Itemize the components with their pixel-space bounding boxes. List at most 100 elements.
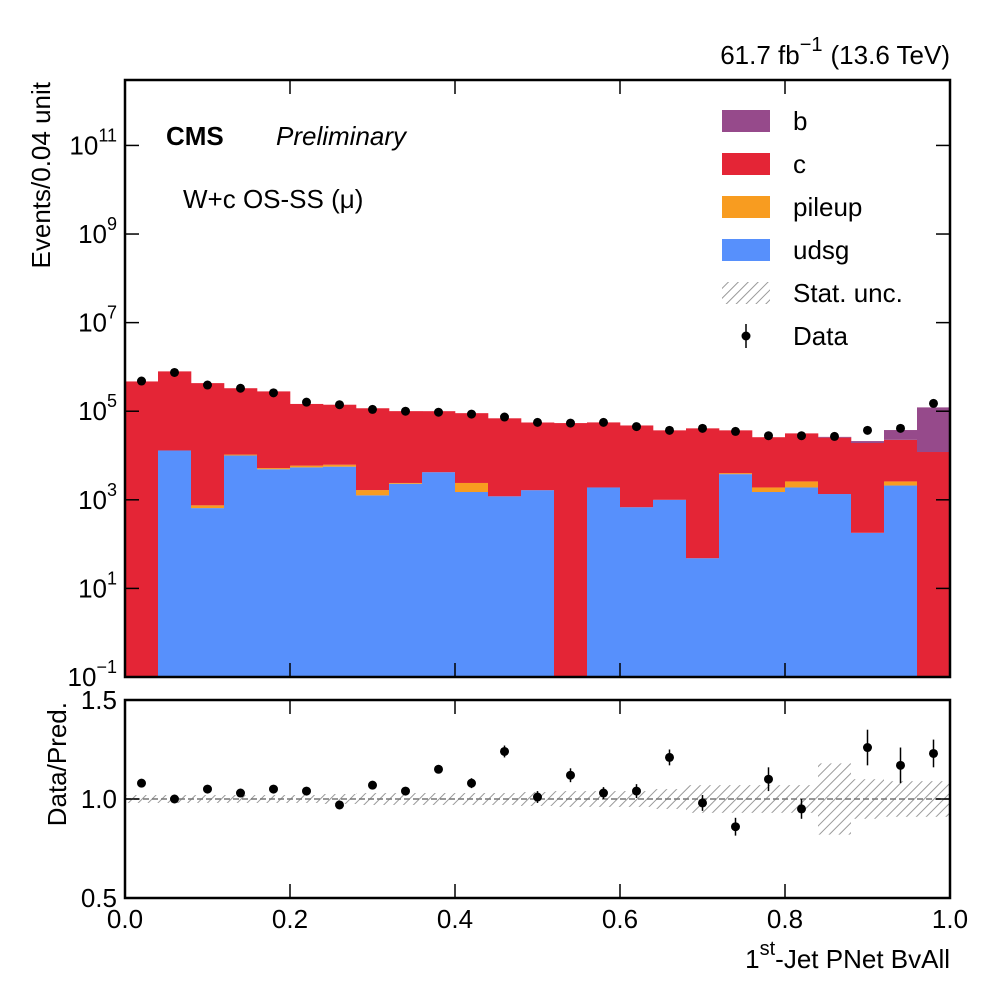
histogram-bar (224, 388, 258, 455)
histogram-bar (290, 403, 324, 466)
histogram-bar (851, 441, 885, 443)
uncertainty-band (620, 791, 653, 807)
y-tick-base: 10 (69, 130, 98, 160)
uncertainty-band (422, 793, 455, 805)
histogram-bar (224, 454, 258, 456)
data-point (236, 383, 245, 393)
ratio-point (731, 822, 740, 832)
x-tick-label: 0.2 (272, 904, 308, 934)
histogram-bar (884, 430, 918, 440)
x-tick-label: 1.0 (932, 904, 968, 934)
ratio-point (665, 752, 674, 762)
x-label-number: 1 (745, 944, 759, 974)
histogram-bar (488, 418, 522, 497)
histogram-bar (158, 450, 192, 677)
data-point (599, 417, 608, 427)
legend-label: c (793, 149, 806, 179)
data-point (533, 417, 542, 427)
legend-swatch (722, 196, 770, 218)
y-tick-base: 10 (78, 308, 107, 338)
data-point (632, 422, 641, 432)
ratio-point (302, 786, 311, 796)
y-tick-label: 109 (78, 214, 117, 249)
histogram-bar (719, 473, 753, 475)
x-tick-label: 0.8 (767, 904, 803, 934)
top-plot (125, 367, 950, 677)
histogram-bar (521, 490, 555, 677)
y-tick-base: 10 (78, 219, 107, 249)
histogram-bar (785, 487, 819, 677)
histogram-bar (521, 422, 555, 491)
y-axis-label: Events/0.04 unit (26, 81, 56, 268)
histogram-bar (785, 481, 819, 488)
y-tick-label: 10−1 (68, 657, 117, 692)
ratio-point (236, 788, 245, 798)
histogram-bar (158, 371, 192, 451)
histogram-bar (884, 481, 918, 486)
ratio-point (863, 743, 872, 753)
ratio-point (434, 764, 443, 774)
histogram-bar (785, 433, 819, 482)
histogram-bar (884, 485, 918, 677)
histogram-bar (356, 408, 390, 491)
histogram-bar (488, 496, 522, 677)
y-tick-label: 1.5 (81, 685, 117, 715)
histogram-bar (620, 507, 654, 677)
data-point (665, 425, 674, 435)
histogram-bar (752, 492, 786, 677)
y-tick-exponent: 11 (98, 125, 117, 145)
y-tick-exponent: 7 (107, 303, 117, 323)
histogram-bar (719, 430, 753, 474)
y-tick-label: 101 (78, 568, 117, 603)
data-point (467, 409, 476, 419)
energy: (13.6 TeV) (831, 40, 950, 70)
legend-swatch (722, 110, 770, 132)
x-tick-label: 0.0 (107, 904, 143, 934)
histogram-bar (257, 468, 291, 470)
legend-label: pileup (793, 192, 862, 222)
uncertainty-band (323, 794, 356, 804)
legend-swatch (722, 282, 770, 304)
ratio-point (797, 804, 806, 814)
histogram-bar (323, 404, 357, 465)
uncertainty-band (224, 795, 257, 803)
histogram-bar (389, 482, 423, 484)
histogram-bar (752, 487, 786, 493)
y-tick-exponent: 3 (107, 480, 117, 500)
histogram-bar (818, 437, 852, 495)
histogram-bar (851, 532, 885, 677)
histogram-bar (851, 442, 885, 533)
data-point (302, 397, 311, 407)
legend-label: Stat. unc. (793, 278, 903, 308)
luminosity: 61.7 fb−1 (13.6 TeV) (720, 34, 950, 70)
ratio-point (137, 778, 146, 788)
histogram-bar (455, 492, 489, 677)
y-tick-base: 10 (68, 662, 97, 692)
legend-label: udsg (793, 235, 849, 265)
ratio-point (896, 760, 905, 770)
legend-marker (741, 331, 751, 341)
data-point (731, 426, 740, 436)
data-point (566, 418, 575, 428)
ratio-frame (123, 698, 952, 900)
data-point (764, 431, 773, 441)
legend-label: Data (793, 321, 848, 351)
histogram-bar (719, 474, 753, 677)
histogram-bar (290, 467, 324, 677)
histogram-bar (653, 430, 687, 500)
histogram-bar (224, 455, 258, 677)
histogram-bar (455, 482, 489, 493)
y-tick-label: 1.0 (81, 784, 117, 814)
ratio-point (368, 780, 377, 790)
y-tick-base: 10 (78, 485, 107, 515)
ratio-point (764, 774, 773, 784)
lumi-value: 61.7 fb (720, 40, 800, 70)
plot-frame (123, 78, 952, 679)
histogram-bar (884, 439, 918, 482)
histogram-bar (686, 558, 720, 677)
ratio-point (566, 770, 575, 780)
x-tick-label: 0.4 (437, 904, 473, 934)
histogram-bar (257, 391, 291, 469)
histogram-bar (917, 407, 950, 453)
